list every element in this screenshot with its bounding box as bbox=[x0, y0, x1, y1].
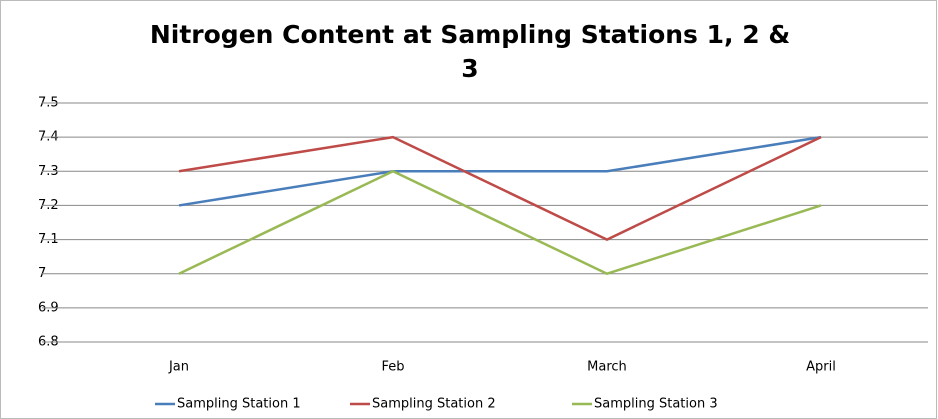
legend-label: Sampling Station 2 bbox=[372, 397, 496, 412]
x-tick-label: Jan bbox=[168, 360, 189, 375]
x-tick-label: March bbox=[587, 360, 627, 375]
x-tick-label: Feb bbox=[381, 360, 404, 375]
chart-title: Nitrogen Content at Sampling Stations 1,… bbox=[149, 20, 791, 83]
series-line bbox=[178, 135, 822, 241]
legend-label: Sampling Station 1 bbox=[177, 397, 301, 412]
series-line bbox=[178, 135, 822, 207]
x-tick-label: April bbox=[806, 360, 836, 375]
legend-label: Sampling Station 3 bbox=[594, 397, 718, 412]
series-line bbox=[178, 170, 822, 275]
